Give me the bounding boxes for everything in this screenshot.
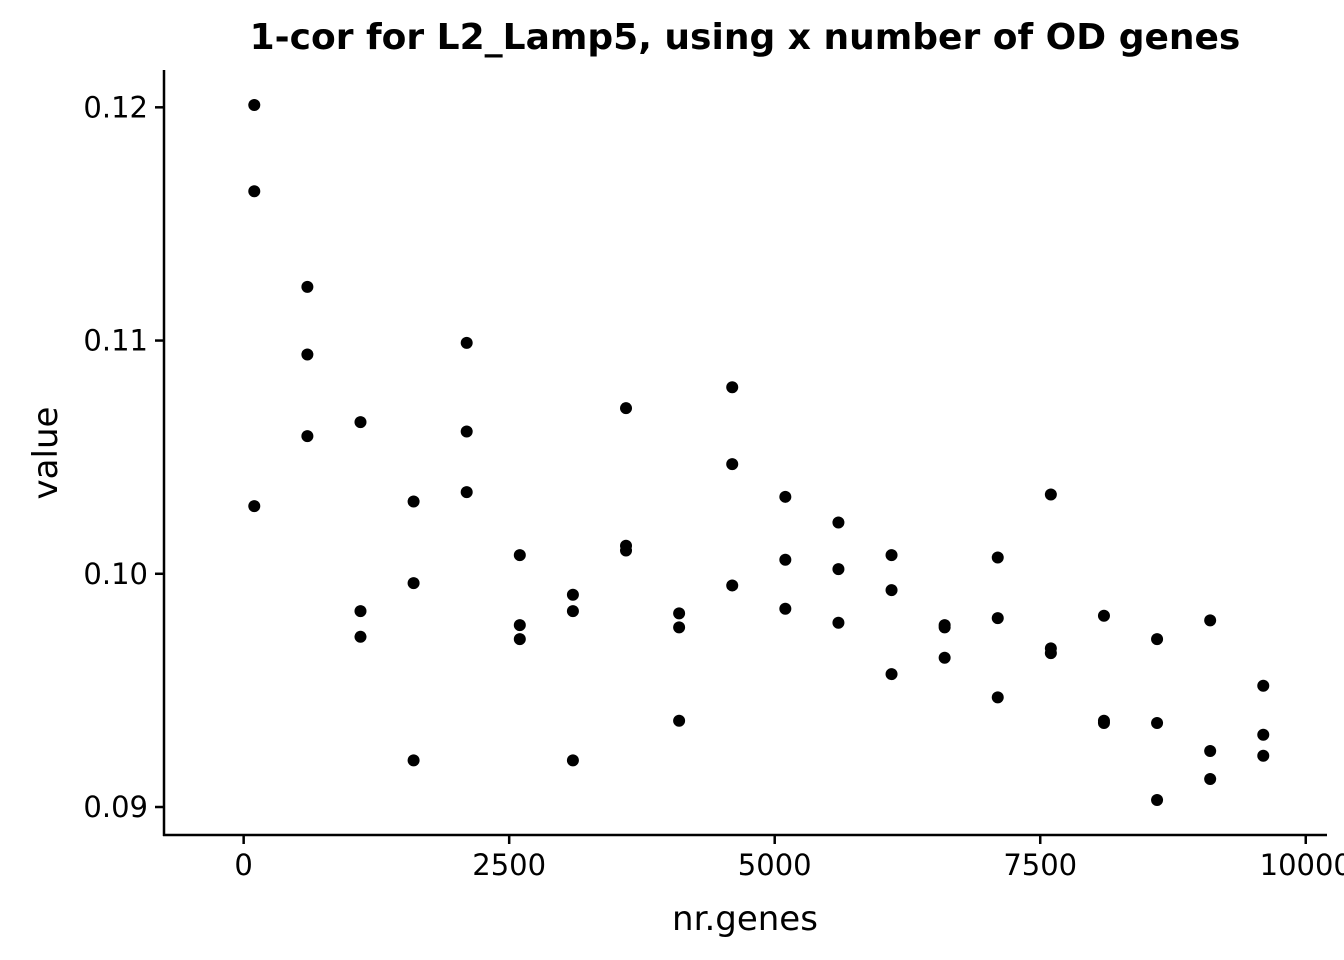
data-point (513, 619, 526, 632)
data-point (301, 348, 314, 361)
data-point (248, 185, 261, 198)
data-point (779, 602, 792, 615)
data-point (248, 98, 261, 111)
data-point (779, 490, 792, 503)
data-point (1044, 488, 1057, 501)
data-point (566, 588, 579, 601)
data-point (566, 754, 579, 767)
data-point (779, 553, 792, 566)
data-point (354, 416, 367, 429)
data-point (1151, 717, 1164, 730)
data-point (460, 486, 473, 499)
y-axis-label: value (26, 407, 66, 500)
data-point (673, 621, 686, 634)
data-point (726, 579, 739, 592)
data-point (1204, 614, 1217, 627)
data-point (1257, 749, 1270, 762)
data-point (1257, 679, 1270, 692)
y-tick-label: 0.09 (83, 790, 148, 824)
data-point (513, 633, 526, 646)
data-point (1044, 647, 1057, 660)
y-tick-label: 0.12 (83, 90, 148, 124)
data-point (620, 544, 633, 557)
data-points (248, 98, 1270, 807)
data-point (673, 714, 686, 727)
data-point (407, 495, 420, 508)
data-point (1257, 728, 1270, 741)
x-tick-label: 0 (234, 848, 252, 882)
data-point (673, 607, 686, 620)
data-point (248, 500, 261, 513)
x-axis-label: nr.genes (672, 899, 818, 939)
data-point (566, 605, 579, 618)
data-point (354, 630, 367, 643)
data-point (938, 621, 951, 634)
data-point (938, 651, 951, 664)
data-point (460, 425, 473, 438)
data-point (301, 280, 314, 293)
data-point (726, 458, 739, 471)
data-point (620, 402, 633, 415)
data-point (1097, 717, 1110, 730)
data-point (460, 336, 473, 349)
data-point (885, 668, 898, 681)
y-tick-label: 0.10 (83, 557, 148, 591)
data-point (407, 754, 420, 767)
data-point (991, 551, 1004, 564)
data-point (832, 563, 845, 576)
x-tick-label: 10000 (1260, 848, 1344, 882)
y-axis: 0.09 0.10 0.11 0.12 (83, 70, 166, 836)
data-point (1204, 773, 1217, 786)
x-tick-label: 2500 (472, 848, 546, 882)
x-axis: 0 2500 5000 7500 10000 (163, 833, 1344, 882)
data-point (301, 430, 314, 443)
x-tick-label: 5000 (738, 848, 812, 882)
data-point (1204, 745, 1217, 758)
data-point (1097, 609, 1110, 622)
data-point (885, 549, 898, 562)
data-point (832, 616, 845, 629)
data-point (991, 691, 1004, 704)
data-point (991, 612, 1004, 625)
x-tick-label: 7500 (1003, 848, 1077, 882)
data-point (407, 577, 420, 590)
data-point (726, 381, 739, 394)
data-point (1151, 794, 1164, 807)
data-point (513, 549, 526, 562)
data-point (1151, 633, 1164, 646)
data-point (832, 516, 845, 529)
y-tick-label: 0.11 (83, 324, 148, 358)
data-point (354, 605, 367, 618)
chart-title: 1-cor for L2_Lamp5, using x number of OD… (250, 17, 1241, 58)
data-point (885, 584, 898, 597)
